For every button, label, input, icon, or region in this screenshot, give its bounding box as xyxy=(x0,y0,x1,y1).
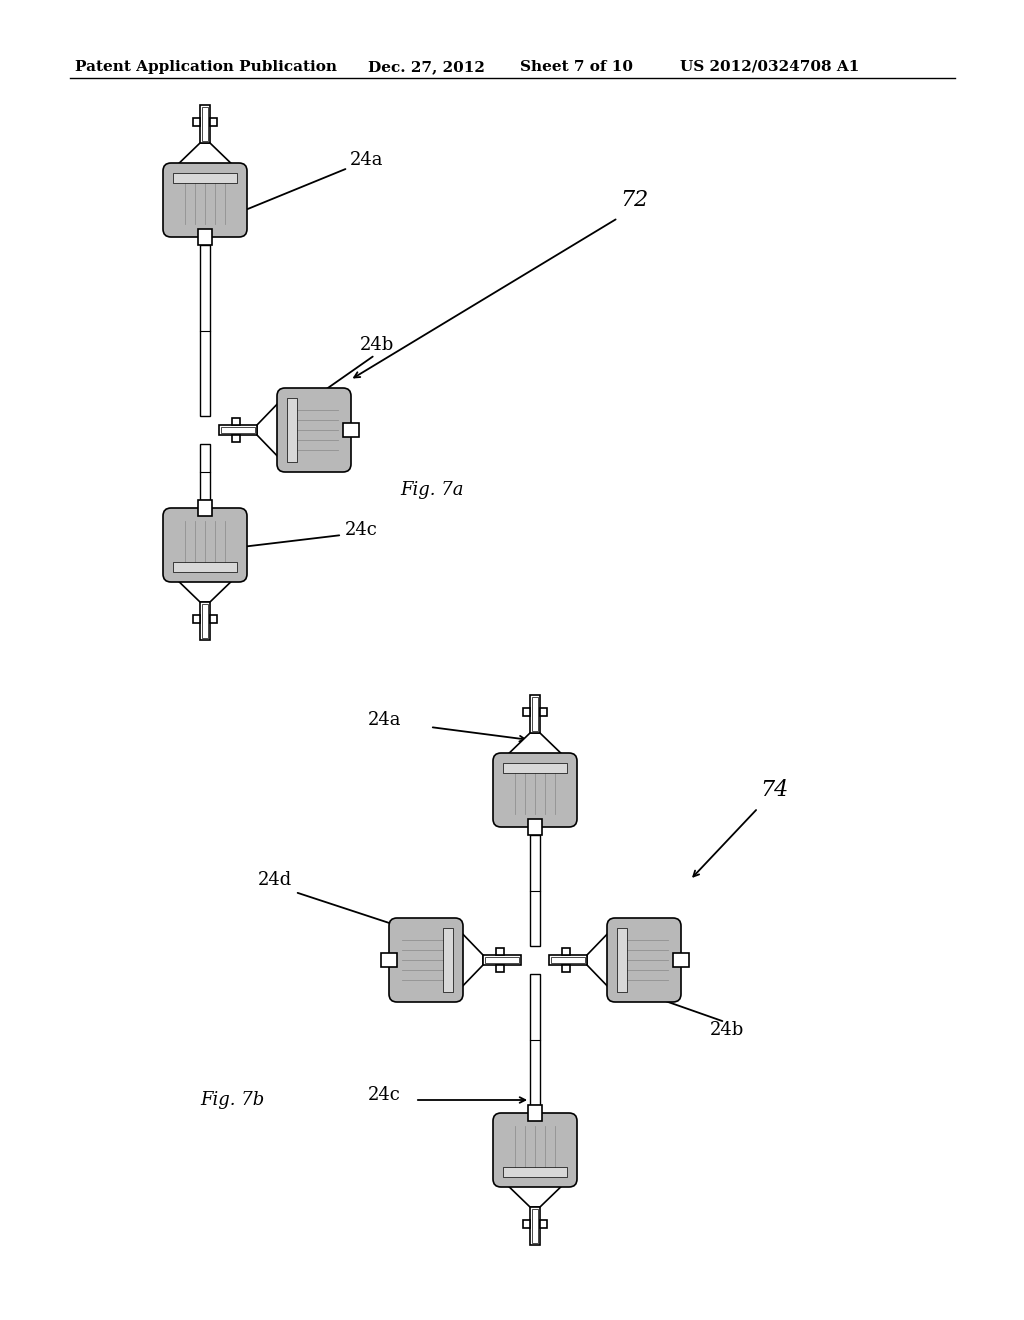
Bar xyxy=(443,928,453,993)
Bar xyxy=(497,948,504,954)
Bar xyxy=(200,106,210,143)
Bar xyxy=(200,602,210,640)
Bar xyxy=(530,1206,540,1245)
FancyBboxPatch shape xyxy=(607,917,681,1002)
FancyBboxPatch shape xyxy=(389,917,463,1002)
Bar xyxy=(198,500,212,516)
Polygon shape xyxy=(587,927,615,994)
Polygon shape xyxy=(501,1179,569,1206)
Bar xyxy=(528,1105,542,1121)
Text: US 2012/0324708 A1: US 2012/0324708 A1 xyxy=(680,59,859,74)
Polygon shape xyxy=(171,143,239,172)
Bar xyxy=(219,425,257,436)
Text: 24b: 24b xyxy=(710,1020,744,1039)
Bar xyxy=(200,444,210,500)
Bar xyxy=(173,173,237,183)
Bar xyxy=(232,436,241,442)
Bar xyxy=(485,957,519,964)
Bar xyxy=(532,1209,538,1243)
Bar xyxy=(221,426,255,433)
Text: 24d: 24d xyxy=(258,871,292,888)
Bar xyxy=(528,818,542,836)
Polygon shape xyxy=(257,396,285,465)
Bar xyxy=(551,957,585,964)
Bar xyxy=(198,228,212,246)
Text: 24c: 24c xyxy=(368,1086,400,1104)
Bar xyxy=(673,953,689,968)
FancyBboxPatch shape xyxy=(278,388,351,473)
Bar xyxy=(523,709,530,717)
Bar xyxy=(562,965,570,972)
Polygon shape xyxy=(455,927,483,994)
Bar xyxy=(200,246,210,416)
Bar xyxy=(202,107,208,141)
Bar xyxy=(549,954,587,965)
Bar xyxy=(232,418,241,425)
FancyBboxPatch shape xyxy=(163,162,247,238)
Bar xyxy=(540,709,547,717)
Bar xyxy=(562,948,570,954)
Text: 24c: 24c xyxy=(345,521,378,539)
Bar xyxy=(532,697,538,731)
Bar xyxy=(497,965,504,972)
Bar xyxy=(530,696,540,733)
Bar xyxy=(617,928,627,993)
Bar xyxy=(483,954,521,965)
FancyBboxPatch shape xyxy=(493,1113,577,1187)
Bar xyxy=(503,1167,567,1177)
Text: Patent Application Publication: Patent Application Publication xyxy=(75,59,337,74)
Bar xyxy=(193,615,200,623)
Bar xyxy=(540,1220,547,1229)
FancyBboxPatch shape xyxy=(163,508,247,582)
Bar xyxy=(530,836,540,946)
Text: Dec. 27, 2012: Dec. 27, 2012 xyxy=(368,59,485,74)
Text: Fig. 7b: Fig. 7b xyxy=(200,1092,264,1109)
Bar xyxy=(210,119,217,127)
Text: Sheet 7 of 10: Sheet 7 of 10 xyxy=(520,59,633,74)
Bar xyxy=(381,953,397,968)
Text: 72: 72 xyxy=(620,189,648,211)
Text: Fig. 7a: Fig. 7a xyxy=(400,480,464,499)
Text: 74: 74 xyxy=(760,779,788,801)
Bar xyxy=(523,1220,530,1229)
Bar xyxy=(210,615,217,623)
Bar xyxy=(287,399,297,462)
Polygon shape xyxy=(501,733,569,762)
Bar xyxy=(530,974,540,1105)
Polygon shape xyxy=(171,574,239,602)
Bar xyxy=(173,562,237,572)
Text: 24b: 24b xyxy=(360,337,394,354)
Bar xyxy=(343,422,359,437)
Bar xyxy=(193,119,200,127)
FancyBboxPatch shape xyxy=(493,752,577,828)
Bar xyxy=(202,605,208,638)
Bar xyxy=(503,763,567,774)
Text: 24a: 24a xyxy=(368,711,401,729)
Text: 24a: 24a xyxy=(350,150,384,169)
